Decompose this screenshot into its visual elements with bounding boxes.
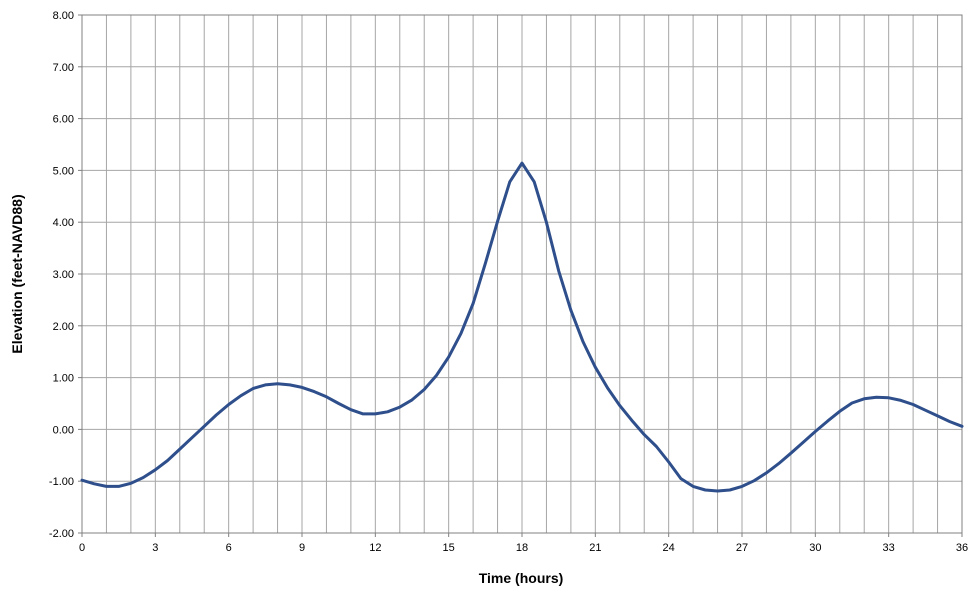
x-tick-label: 27 [736, 542, 748, 554]
x-tick-label: 9 [299, 542, 305, 554]
y-tick-label: 5.00 [53, 165, 74, 177]
x-tick-label: 21 [589, 542, 601, 554]
y-tick-label: 3.00 [53, 269, 74, 281]
x-tick-label: 6 [226, 542, 232, 554]
grid [81, 14, 963, 534]
x-tick-label: 24 [663, 542, 675, 554]
series-layer [80, 161, 964, 493]
x-tick-label: 3 [152, 542, 158, 554]
y-tick-label: -1.00 [49, 476, 74, 488]
x-tick-label: 18 [516, 542, 528, 554]
y-tick-label: 4.00 [53, 217, 74, 229]
x-tick-label: 12 [369, 542, 381, 554]
y-axis-title: Elevation (feet-NAVD88) [9, 194, 25, 353]
x-tick-label: 33 [883, 542, 895, 554]
x-tick-label: 0 [79, 542, 85, 554]
x-tick-label: 15 [443, 542, 455, 554]
y-axis-tick-labels: -2.00 -1.00 0.00 1.00 2.00 3.00 4.00 5.00 6.00 7.… [49, 10, 82, 540]
y-tick-label: 2.00 [53, 321, 74, 333]
y-tick-label: 6.00 [53, 114, 74, 126]
x-axis-title: Time (hours) [479, 570, 564, 586]
series-line [80, 161, 964, 493]
y-tick-label: 1.00 [53, 373, 74, 385]
y-tick-label: -2.00 [49, 528, 74, 540]
y-tick-label: 7.00 [53, 62, 74, 74]
x-axis-tick-labels: 0 3 6 9 12 15 18 21 24 27 30 33 36 [79, 533, 968, 554]
y-tick-label: 8.00 [53, 10, 74, 22]
x-tick-label: 30 [809, 542, 821, 554]
y-tick-label: 0.00 [53, 424, 74, 436]
x-tick-label: 36 [956, 542, 968, 554]
